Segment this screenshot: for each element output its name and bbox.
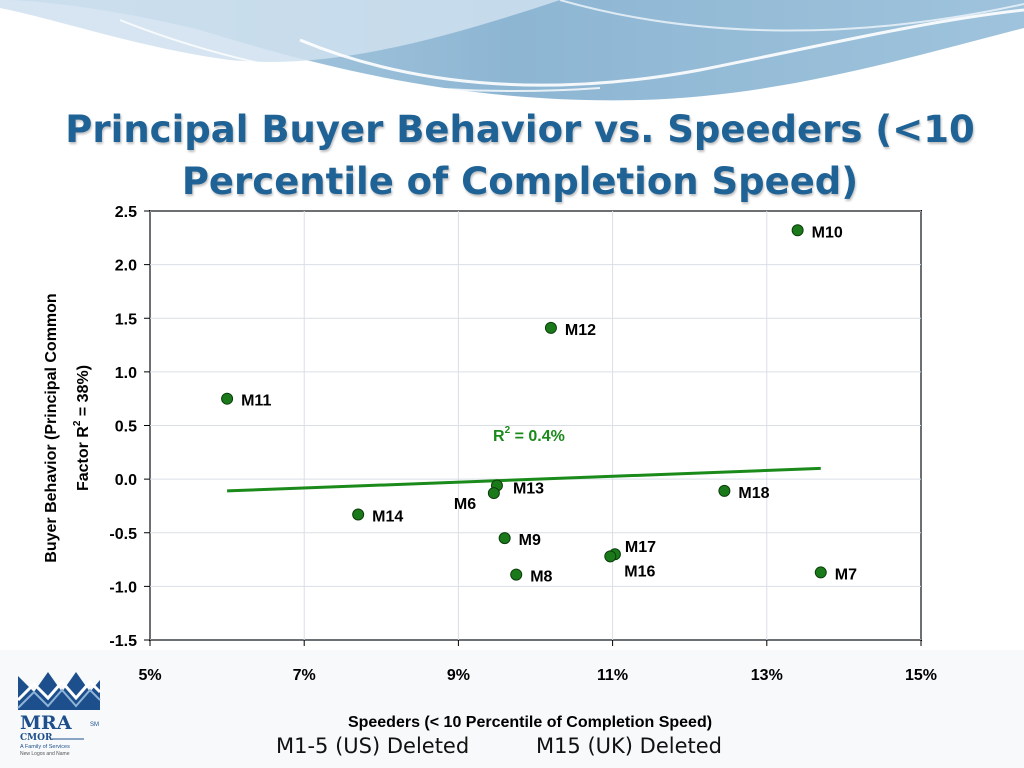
x-axis-title: Speeders (< 10 Percentile of Completion … bbox=[348, 714, 712, 731]
data-label-m8: M8 bbox=[530, 569, 552, 586]
footnote: M1-5 (US) Deleted M15 (UK) Deleted bbox=[276, 734, 722, 758]
data-label-m10: M10 bbox=[812, 224, 843, 241]
title-line-1: Principal Buyer Behavior vs. Speeders (<… bbox=[65, 108, 975, 151]
data-point-m9 bbox=[498, 532, 511, 545]
r2-superscript: 2 bbox=[505, 425, 511, 436]
y-axis-title-line-1: Buyer Behavior (Principal Common bbox=[43, 293, 60, 562]
y-axis-title: Buyer Behavior (Principal Common Factor … bbox=[43, 293, 92, 562]
y-axis-title-factor: Factor R bbox=[75, 426, 92, 491]
trendline-group bbox=[227, 466, 821, 493]
data-point-m18 bbox=[718, 484, 731, 497]
y-tick-label: -1.5 bbox=[109, 633, 137, 650]
data-label-m9: M9 bbox=[519, 532, 541, 549]
data-label-m18: M18 bbox=[738, 485, 769, 502]
mra-logo: MRA SM CMOR A Family of Services New Log… bbox=[16, 672, 102, 757]
y-tick-label: 2.0 bbox=[115, 258, 137, 275]
data-label-m6: M6 bbox=[454, 496, 476, 513]
data-label-m7: M7 bbox=[835, 566, 857, 583]
data-label-m13: M13 bbox=[513, 481, 544, 498]
data-point-m10 bbox=[791, 224, 804, 237]
y-tick-label: 1.0 bbox=[115, 365, 137, 382]
y-tick-label: 0.5 bbox=[115, 419, 137, 436]
title-line-2: Percentile of Completion Speed) bbox=[181, 160, 859, 203]
y-axis-title-sup: 2 bbox=[72, 420, 83, 426]
x-tick-label: 5% bbox=[138, 667, 161, 684]
x-axis-ticks: 5% 7% 9% 11% 13% 15% bbox=[138, 640, 937, 684]
data-points: M10 M12 M11 M13 M6 M18 M14 M9 M17 M16 M8 M7 bbox=[221, 224, 857, 586]
footnote-us-deleted: M1-5 (US) Deleted bbox=[276, 734, 470, 758]
data-label-m17: M17 bbox=[625, 539, 656, 556]
logo-tagline-2: New Logos and Name bbox=[20, 751, 70, 757]
logo-name: MRA bbox=[20, 712, 72, 734]
gridlines bbox=[149, 210, 922, 641]
slide-title: Principal Buyer Behavior vs. Speeders (<… bbox=[60, 104, 980, 208]
data-label-m14: M14 bbox=[372, 509, 403, 526]
r2-label: R bbox=[493, 428, 505, 445]
data-point-m16 bbox=[604, 550, 617, 563]
data-point-m12 bbox=[544, 321, 557, 334]
data-label-m11: M11 bbox=[241, 393, 271, 410]
y-axis-title-end: = 38%) bbox=[75, 365, 92, 421]
logo-tagline-1: A Family of Services bbox=[20, 744, 70, 750]
y-axis-ticks: 2.5 2.0 1.5 1.0 0.5 0.0 -0.5 -1.0 -1.5 bbox=[109, 204, 150, 650]
footnote-uk-deleted: M15 (UK) Deleted bbox=[535, 734, 722, 758]
data-point-m6 bbox=[487, 487, 500, 500]
y-tick-label: 2.5 bbox=[115, 204, 137, 221]
logo-mark-icon bbox=[18, 672, 100, 710]
data-point-m11 bbox=[221, 392, 234, 405]
logo-sub: CMOR bbox=[20, 733, 53, 743]
x-tick-label: 11% bbox=[597, 667, 628, 684]
data-point-m14 bbox=[352, 508, 365, 521]
y-tick-label: -0.5 bbox=[109, 526, 137, 543]
data-label-m16: M16 bbox=[624, 563, 655, 580]
data-label-m12: M12 bbox=[565, 322, 596, 339]
y-tick-label: -1.0 bbox=[109, 579, 137, 596]
y-tick-label: 0.0 bbox=[115, 472, 137, 489]
r2-annotation: R2 = 0.4% bbox=[493, 425, 565, 445]
y-tick-label: 1.5 bbox=[115, 311, 137, 328]
trendline bbox=[227, 466, 821, 493]
x-tick-label: 15% bbox=[905, 667, 937, 684]
logo-sm: SM bbox=[90, 722, 99, 728]
x-tick-label: 9% bbox=[447, 667, 470, 684]
x-tick-label: 7% bbox=[293, 667, 316, 684]
y-axis-title-line-2: Factor R2 = 38%) bbox=[72, 365, 92, 491]
data-point-m7 bbox=[814, 566, 827, 579]
x-tick-label: 13% bbox=[751, 667, 783, 684]
r2-value: = 0.4% bbox=[510, 428, 565, 445]
data-point-m8 bbox=[510, 568, 523, 581]
